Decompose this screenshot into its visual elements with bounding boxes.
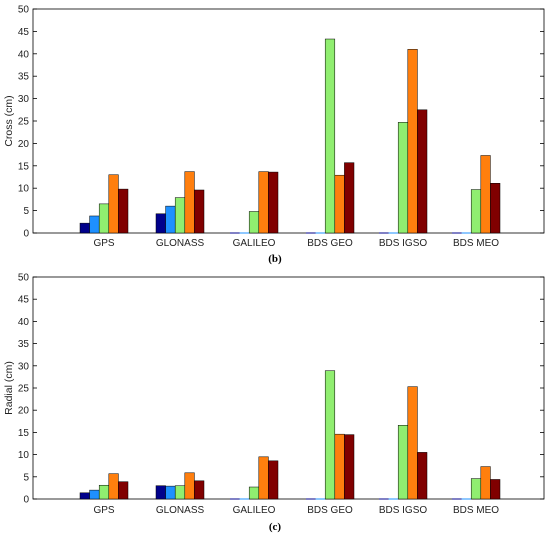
y-tick-label: 10: [18, 184, 30, 195]
bar-bds-igso-s3: [397, 425, 409, 500]
bar-bds-geo-s4: [334, 433, 345, 500]
x-category-label: GALILEO: [233, 505, 276, 516]
bar-gps-s4: [108, 473, 119, 500]
y-tick-label: 10: [18, 450, 30, 461]
bar-gps-s4: [108, 174, 119, 234]
bar-glonass-s1: [155, 485, 166, 500]
x-category-label: BDS GEO: [307, 505, 353, 516]
bar-bds-igso-s5: [417, 109, 428, 234]
bar-bds-meo-s3: [470, 189, 482, 234]
bar-gps-s2: [89, 489, 100, 500]
bar-gps-s3: [98, 484, 110, 500]
y-tick-label: 20: [18, 406, 30, 417]
y-tick-label: 15: [18, 161, 30, 172]
bar-bds-igso-s4: [407, 49, 418, 234]
bar-gps-s1: [79, 222, 90, 234]
plot-area-frame: [32, 276, 545, 500]
bar-bds-geo-s5: [344, 162, 355, 234]
x-category-label: BDS GEO: [307, 238, 353, 249]
bar-bds-meo-s4: [480, 466, 491, 500]
bar-gps-s1: [79, 492, 90, 500]
x-category-label: BDS MEO: [453, 505, 499, 516]
bar-bds-meo-s3: [470, 478, 482, 500]
y-tick-label: 5: [23, 472, 29, 483]
y-tick-label: 25: [18, 384, 30, 395]
bar-bds-geo-s5: [344, 434, 355, 500]
x-category-label: GLONASS: [156, 238, 205, 249]
bar-galileo-s4: [258, 171, 269, 234]
panel-label: (c): [269, 521, 282, 533]
bar-galileo-s5: [268, 460, 279, 500]
bar-bds-meo-s4: [480, 155, 491, 234]
y-tick-label: 45: [18, 27, 30, 38]
bar-gps-s5: [118, 188, 129, 234]
bar-glonass-s1: [155, 213, 166, 234]
panel-label: (b): [268, 253, 282, 265]
bar-galileo-s5: [268, 171, 279, 234]
bar-glonass-s4: [184, 171, 195, 234]
y-tick-label: 15: [18, 428, 30, 439]
chart-panel-cross: 0 5 10 15 20 25 30 35 40 45 50 Cross (cm) GPS GLONASS…: [3, 5, 545, 265]
bar-bds-igso-s3: [397, 122, 409, 234]
y-tick-label: 50: [18, 5, 30, 16]
y-axis-label: Cross (cm): [3, 95, 15, 146]
bar-bds-igso-s5: [417, 452, 428, 500]
bar-gps-s3: [98, 203, 110, 234]
y-tick-label: 40: [18, 317, 30, 328]
chart-panel-radial: 0 5 10 15 20 25 30 35 40 45 50 Radial (cm) GPS GLONAS…: [3, 273, 545, 533]
y-axis-label: Radial (cm): [3, 361, 15, 415]
bar-glonass-s2: [165, 205, 176, 234]
bar-gps-s5: [118, 481, 129, 500]
x-category-label: BDS IGSO: [379, 505, 428, 516]
bar-bds-geo-s4: [334, 174, 345, 234]
y-tick-label: 35: [18, 72, 30, 83]
bar-galileo-s3: [248, 486, 260, 500]
y-tick-label: 30: [18, 361, 30, 372]
x-category-label: BDS MEO: [453, 238, 499, 249]
bar-bds-geo-s3: [324, 38, 336, 234]
bar-glonass-s2: [165, 485, 176, 500]
y-tick-label: 45: [18, 295, 30, 306]
bar-bds-meo-s5: [490, 479, 501, 500]
x-category-label: GALILEO: [233, 238, 276, 249]
bar-glonass-s5: [194, 480, 205, 500]
bar-glonass-s3: [174, 485, 186, 500]
bar-bds-igso-s4: [407, 386, 418, 500]
bar-glonass-s5: [194, 189, 205, 234]
bar-glonass-s3: [174, 197, 186, 234]
y-tick-label: 0: [23, 229, 29, 240]
y-tick-label: 0: [23, 495, 29, 506]
y-tick-label: 5: [23, 206, 29, 217]
y-tick-label: 35: [18, 339, 30, 350]
bar-galileo-s3: [248, 211, 260, 234]
x-category-label: GPS: [93, 505, 114, 516]
x-category-label: GPS: [93, 238, 114, 249]
y-tick-label: 40: [18, 49, 30, 60]
y-tick-label: 25: [18, 117, 30, 128]
x-category-label: BDS IGSO: [379, 238, 428, 249]
x-category-label: GLONASS: [156, 505, 205, 516]
bar-galileo-s4: [258, 456, 269, 500]
bar-gps-s2: [89, 215, 100, 234]
y-tick-label: 30: [18, 94, 30, 105]
bar-glonass-s4: [184, 472, 195, 500]
bar-bds-geo-s3: [324, 370, 336, 500]
bar-bds-meo-s5: [490, 183, 501, 234]
y-tick-label: 20: [18, 139, 30, 150]
y-tick-label: 50: [18, 273, 30, 284]
